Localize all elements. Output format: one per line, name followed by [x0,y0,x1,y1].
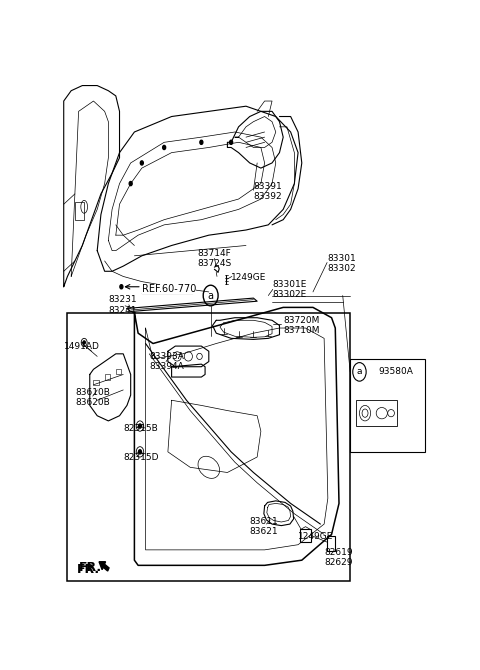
Text: 83393A
83394A: 83393A 83394A [149,352,184,371]
Bar [67,312,350,581]
Circle shape [120,285,123,289]
Text: 1249GE: 1249GE [231,273,266,282]
Text: a: a [357,367,362,377]
Text: 83720M
83710M: 83720M 83710M [283,316,320,335]
Circle shape [200,140,203,144]
Text: REF.60-770: REF.60-770 [142,284,196,294]
Circle shape [139,424,142,428]
Text: 82315B: 82315B [123,424,158,433]
Text: 83714F
83724S: 83714F 83724S [198,249,232,268]
Text: 93580A: 93580A [378,367,413,377]
Text: 83611
83621: 83611 83621 [250,517,278,537]
Text: 83301
83302: 83301 83302 [328,254,357,273]
Text: 83610B
83620B: 83610B 83620B [75,388,110,407]
Circle shape [353,362,366,381]
Text: 83301E
83302E: 83301E 83302E [272,279,306,299]
Bar [356,400,396,426]
Text: 82315D: 82315D [123,452,159,462]
Bar [75,202,84,220]
Text: FR.: FR. [79,561,102,574]
Circle shape [83,341,85,344]
Text: FR.: FR. [77,563,100,576]
Text: 1491AD: 1491AD [64,342,99,350]
Text: 83391
83392: 83391 83392 [253,182,282,201]
Text: a: a [208,291,214,301]
Text: 83231
83241: 83231 83241 [108,295,137,314]
Circle shape [229,140,233,144]
Bar [350,359,424,452]
Circle shape [203,285,218,306]
Bar [300,529,311,542]
Bar [116,369,121,375]
Text: 1249GE: 1249GE [298,533,334,541]
Text: REF.60-770: REF.60-770 [142,284,196,294]
Text: 82619
82629: 82619 82629 [324,548,353,567]
Bar [105,375,110,380]
FancyArrow shape [99,561,109,571]
Circle shape [140,161,144,165]
Circle shape [129,182,132,186]
Bar [94,380,99,385]
Circle shape [163,145,166,149]
Bar [327,537,335,551]
Circle shape [139,450,142,454]
